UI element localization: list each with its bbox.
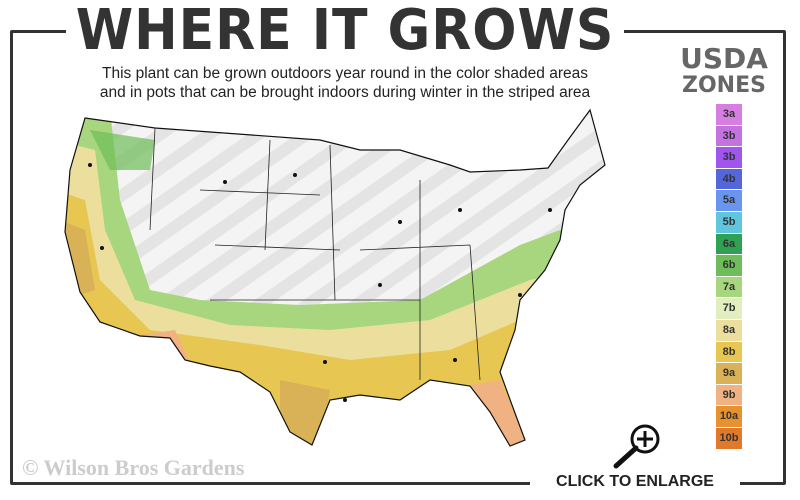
legend-zone-4b: 4b xyxy=(716,168,742,190)
legend-zone-6a: 6a xyxy=(716,233,742,255)
click-to-enlarge-button[interactable]: CLICK TO ENLARGE xyxy=(530,470,740,500)
legend-zone-3a: 3a xyxy=(716,104,742,125)
legend-zone-5b: 5b xyxy=(716,211,742,233)
legend-zone-9b: 9b xyxy=(716,384,742,406)
legend-title-line: ZONES xyxy=(682,73,766,98)
legend-zone-3b: 3b xyxy=(716,147,742,168)
copyright-watermark: © Wilson Bros Gardens xyxy=(22,455,245,480)
subtitle: This plant can be grown outdoors year ro… xyxy=(40,64,650,102)
legend-title-line: USDA xyxy=(680,42,768,75)
legend-zone-8a: 8a xyxy=(716,319,742,341)
legend-zone-5a: 5a xyxy=(716,190,742,211)
subtitle-line: and in pots that can be brought indoors … xyxy=(99,84,591,101)
legend-zone-7b: 7b xyxy=(716,298,742,319)
legend-title: USDA ZONES xyxy=(668,44,780,98)
legend-zone-9a: 9a xyxy=(716,363,742,384)
legend-zone-7a: 7a xyxy=(716,276,742,298)
legend-zone-8b: 8b xyxy=(716,341,742,363)
legend-zone-10a: 10a xyxy=(716,406,742,427)
legend-zone-3b: 3b xyxy=(716,125,742,147)
zone-legend: 3a 3b 3b 4b 5a 5b 6a 6b 7a 7b 8a 8b 9a 9b 10a 10b xyxy=(716,104,742,450)
page-title: WHERE IT GROWS xyxy=(66,0,624,62)
magnifier-plus-icon[interactable] xyxy=(608,420,664,470)
us-zone-map[interactable] xyxy=(55,100,615,460)
legend-zone-6b: 6b xyxy=(716,255,742,276)
subtitle-line: This plant can be grown outdoors year ro… xyxy=(102,65,588,82)
legend-zone-10b: 10b xyxy=(716,427,742,449)
